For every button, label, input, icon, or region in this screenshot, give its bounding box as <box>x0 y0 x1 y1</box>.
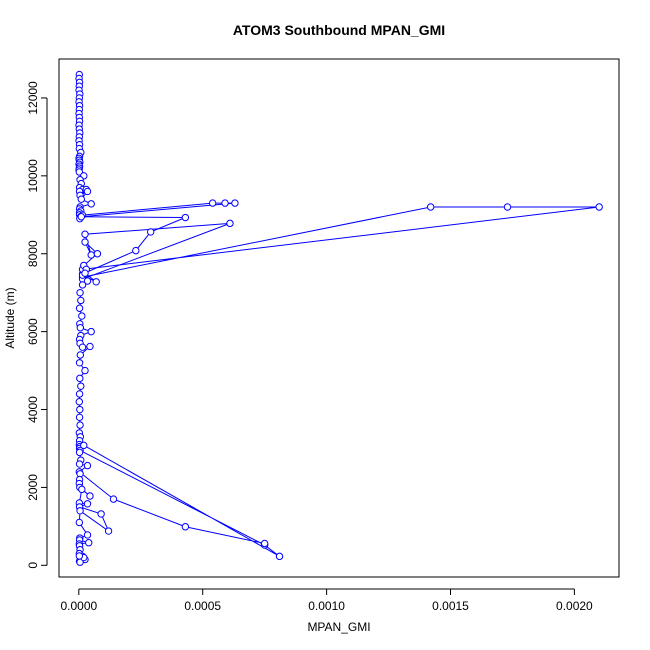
data-point <box>81 366 89 375</box>
data-point <box>83 500 92 508</box>
data-point <box>75 359 84 367</box>
data-point <box>87 327 95 336</box>
data-point <box>78 343 87 351</box>
data-point <box>76 324 85 332</box>
data-point <box>93 250 102 258</box>
y-tick-label: 12000 <box>26 81 40 115</box>
data-point <box>83 277 92 285</box>
x-tick-label: 0.0010 <box>308 599 345 613</box>
data-point <box>87 200 95 208</box>
series-line <box>81 202 235 275</box>
data-point <box>77 213 86 221</box>
plot-frame <box>58 58 620 578</box>
series-points <box>75 70 603 566</box>
data-point <box>75 390 84 398</box>
data-point <box>109 495 118 503</box>
data-point <box>81 230 89 238</box>
y-tick-label: 8000 <box>26 240 40 267</box>
data-point <box>76 421 84 429</box>
data-point <box>221 199 229 207</box>
data-point <box>75 552 84 560</box>
data-point <box>77 195 86 203</box>
y-tick-label: 4000 <box>26 396 40 423</box>
data-point <box>76 405 84 414</box>
x-tick-label: 0.0015 <box>432 599 469 613</box>
data-point <box>87 251 95 259</box>
data-point <box>76 351 85 359</box>
data-point <box>78 485 86 494</box>
x-axis: 0.0000 0.0005 0.0010 0.0015 0.0020 <box>60 588 593 613</box>
data-point <box>75 518 84 527</box>
data-point <box>181 523 190 531</box>
data-point <box>231 199 239 207</box>
data-point <box>595 203 603 211</box>
data-point <box>181 213 190 222</box>
data-point <box>76 374 84 383</box>
series-line <box>78 444 280 557</box>
data-point <box>75 304 84 312</box>
data-point <box>75 448 84 457</box>
y-axis: 0 2000 4000 6000 8000 10000 12000 <box>26 81 48 569</box>
data-point <box>77 296 85 305</box>
data-point <box>226 219 234 228</box>
y-tick-label: 10000 <box>26 159 40 193</box>
data-point <box>85 539 93 547</box>
data-point <box>80 441 88 450</box>
data-point <box>132 246 140 255</box>
data-point <box>92 278 100 286</box>
y-axis-label: Altitude (m) <box>3 287 17 348</box>
data-point <box>76 288 84 297</box>
data-point <box>76 507 84 515</box>
data-point <box>81 238 89 246</box>
data-point <box>75 460 84 468</box>
y-tick-label: 6000 <box>26 318 40 345</box>
data-point <box>78 281 87 289</box>
series-lines <box>78 74 600 564</box>
data-point <box>104 527 113 535</box>
data-point <box>75 398 84 406</box>
data-point <box>75 413 84 422</box>
x-axis-label: MPAN_GMI <box>307 620 370 634</box>
data-point <box>77 382 85 390</box>
chart-title: ATOM3 Southbound MPAN_GMI <box>233 22 445 38</box>
data-point <box>146 228 155 236</box>
data-point <box>426 203 435 211</box>
data-point <box>208 199 217 207</box>
data-point <box>260 539 269 548</box>
data-point <box>86 492 94 500</box>
data-point <box>83 531 92 539</box>
data-point <box>86 342 94 351</box>
data-point <box>83 187 92 196</box>
x-tick-label: 0.0000 <box>60 599 97 613</box>
y-tick-label: 0 <box>26 562 40 569</box>
x-tick-label: 0.0005 <box>184 599 221 613</box>
x-tick-label: 0.0020 <box>556 599 593 613</box>
data-point <box>275 552 284 561</box>
data-point <box>97 510 105 518</box>
data-point <box>83 461 92 470</box>
data-point <box>78 312 86 320</box>
y-tick-label: 2000 <box>26 474 40 501</box>
data-point <box>503 203 512 211</box>
data-point <box>81 269 89 277</box>
